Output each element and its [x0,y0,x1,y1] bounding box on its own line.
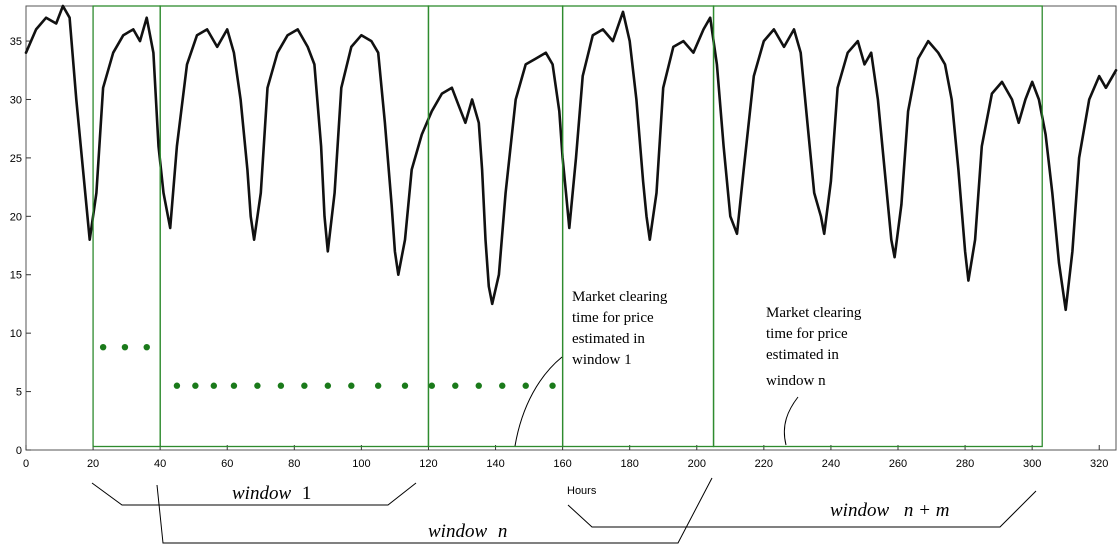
window-rect-1 [92,5,161,448]
marker-dot-upper [99,343,107,351]
annotation-2-line-2: time for price [766,326,848,342]
window-rect-5 [712,5,1043,448]
x-tick-label: 0 [23,458,29,470]
x-tick-label: 160 [553,458,571,470]
y-tick-label: 35 [10,36,22,48]
marker-dot-lower [210,382,218,389]
label-window-n: window n [428,521,507,542]
series-layer [24,4,1118,312]
window-rect-2 [159,5,430,448]
x-tick-label: 180 [621,458,639,470]
x-tick-label: 240 [822,458,840,470]
y-tick-label: 20 [10,211,22,223]
x-tick-label: 20 [87,458,99,470]
x-tick-label: 280 [956,458,974,470]
x-tick-label: 220 [755,458,773,470]
marker-dots [99,343,556,389]
x-tick-label: 40 [154,458,166,470]
x-axis-label: Hours [567,485,597,497]
marker-dot-lower [192,382,199,389]
x-tick-label: 60 [221,458,233,470]
label-window-n-m: window n + m [830,500,949,521]
marker-dot-lower [522,382,529,389]
annotation-window-n: Market clearing time for price estimated… [766,305,862,446]
marker-dot-lower [173,382,181,389]
y-tick-label: 10 [10,328,22,340]
y-tick-label: 5 [16,387,22,399]
axes-frame [25,5,1117,451]
marker-dot-lower [324,382,332,389]
price-series-line [24,4,1118,312]
annotation-1-line-1: Market clearing [572,289,668,305]
label-window-1: window 1 [232,483,311,504]
bracket-window-n [156,477,713,544]
window-rect-3 [427,5,564,448]
label-window-n-m-suffix: n + m [904,500,950,521]
annotation-1-line-2: time for price [572,310,654,326]
marker-dot-lower [549,382,556,389]
x-tick-label: 320 [1090,458,1108,470]
marker-dot-lower [428,382,436,389]
marker-dot-lower [348,382,355,389]
window-brackets [91,477,1037,544]
marker-dot-lower [230,382,238,389]
plot-frame [25,5,1117,451]
x-tick-label: 100 [352,458,370,470]
marker-dot-lower [401,382,409,389]
marker-dot-lower [254,382,261,389]
annotation-1-pointer [514,356,563,447]
label-window-n-suffix: n [498,521,508,542]
x-tick-label: 140 [486,458,504,470]
label-window-n-m-name: window [830,500,889,521]
marker-dot-lower [301,382,308,389]
bracket-window-n-m [567,490,1037,528]
x-axis-ticks: 0 20 40 60 80 100 120 140 160 180 200 220 240 260 280 3… [23,445,1108,470]
x-tick-label: 80 [288,458,300,470]
annotation-2-line-1: Market clearing [766,305,862,321]
window-rect-4 [561,5,715,448]
x-tick-label: 260 [889,458,907,470]
marker-dot-lower [452,382,459,389]
y-tick-label: 15 [10,270,22,282]
x-tick-label: 200 [688,458,706,470]
annotation-2-pointer [783,396,799,446]
y-axis-ticks: 0 5 10 15 20 25 30 35 [10,36,31,457]
y-tick-label: 25 [10,153,22,165]
marker-dot-upper [143,343,150,351]
label-window-1-name: window [232,483,291,504]
annotation-1-line-3: estimated in [572,331,645,347]
annotation-window-1: Market clearing time for price estimated… [514,289,668,447]
x-tick-label: 300 [1023,458,1041,470]
annotation-2-line-3: estimated in [766,347,839,363]
annotation-1-line-4: window 1 [572,352,632,368]
y-tick-label: 30 [10,94,22,106]
y-tick-label: 0 [16,445,22,457]
marker-dot-lower [499,382,506,389]
label-window-1-suffix: 1 [302,483,312,504]
marker-dot-lower [374,382,382,389]
bracket-window-1 [91,482,417,506]
marker-dot-upper [121,343,129,351]
marker-dot-lower [475,382,482,389]
marker-dot-lower [277,382,285,389]
label-window-n-name: window [428,521,487,542]
x-tick-label: 120 [419,458,437,470]
annotation-2-line-4: window n [766,373,826,389]
window-rectangles [92,5,1043,448]
